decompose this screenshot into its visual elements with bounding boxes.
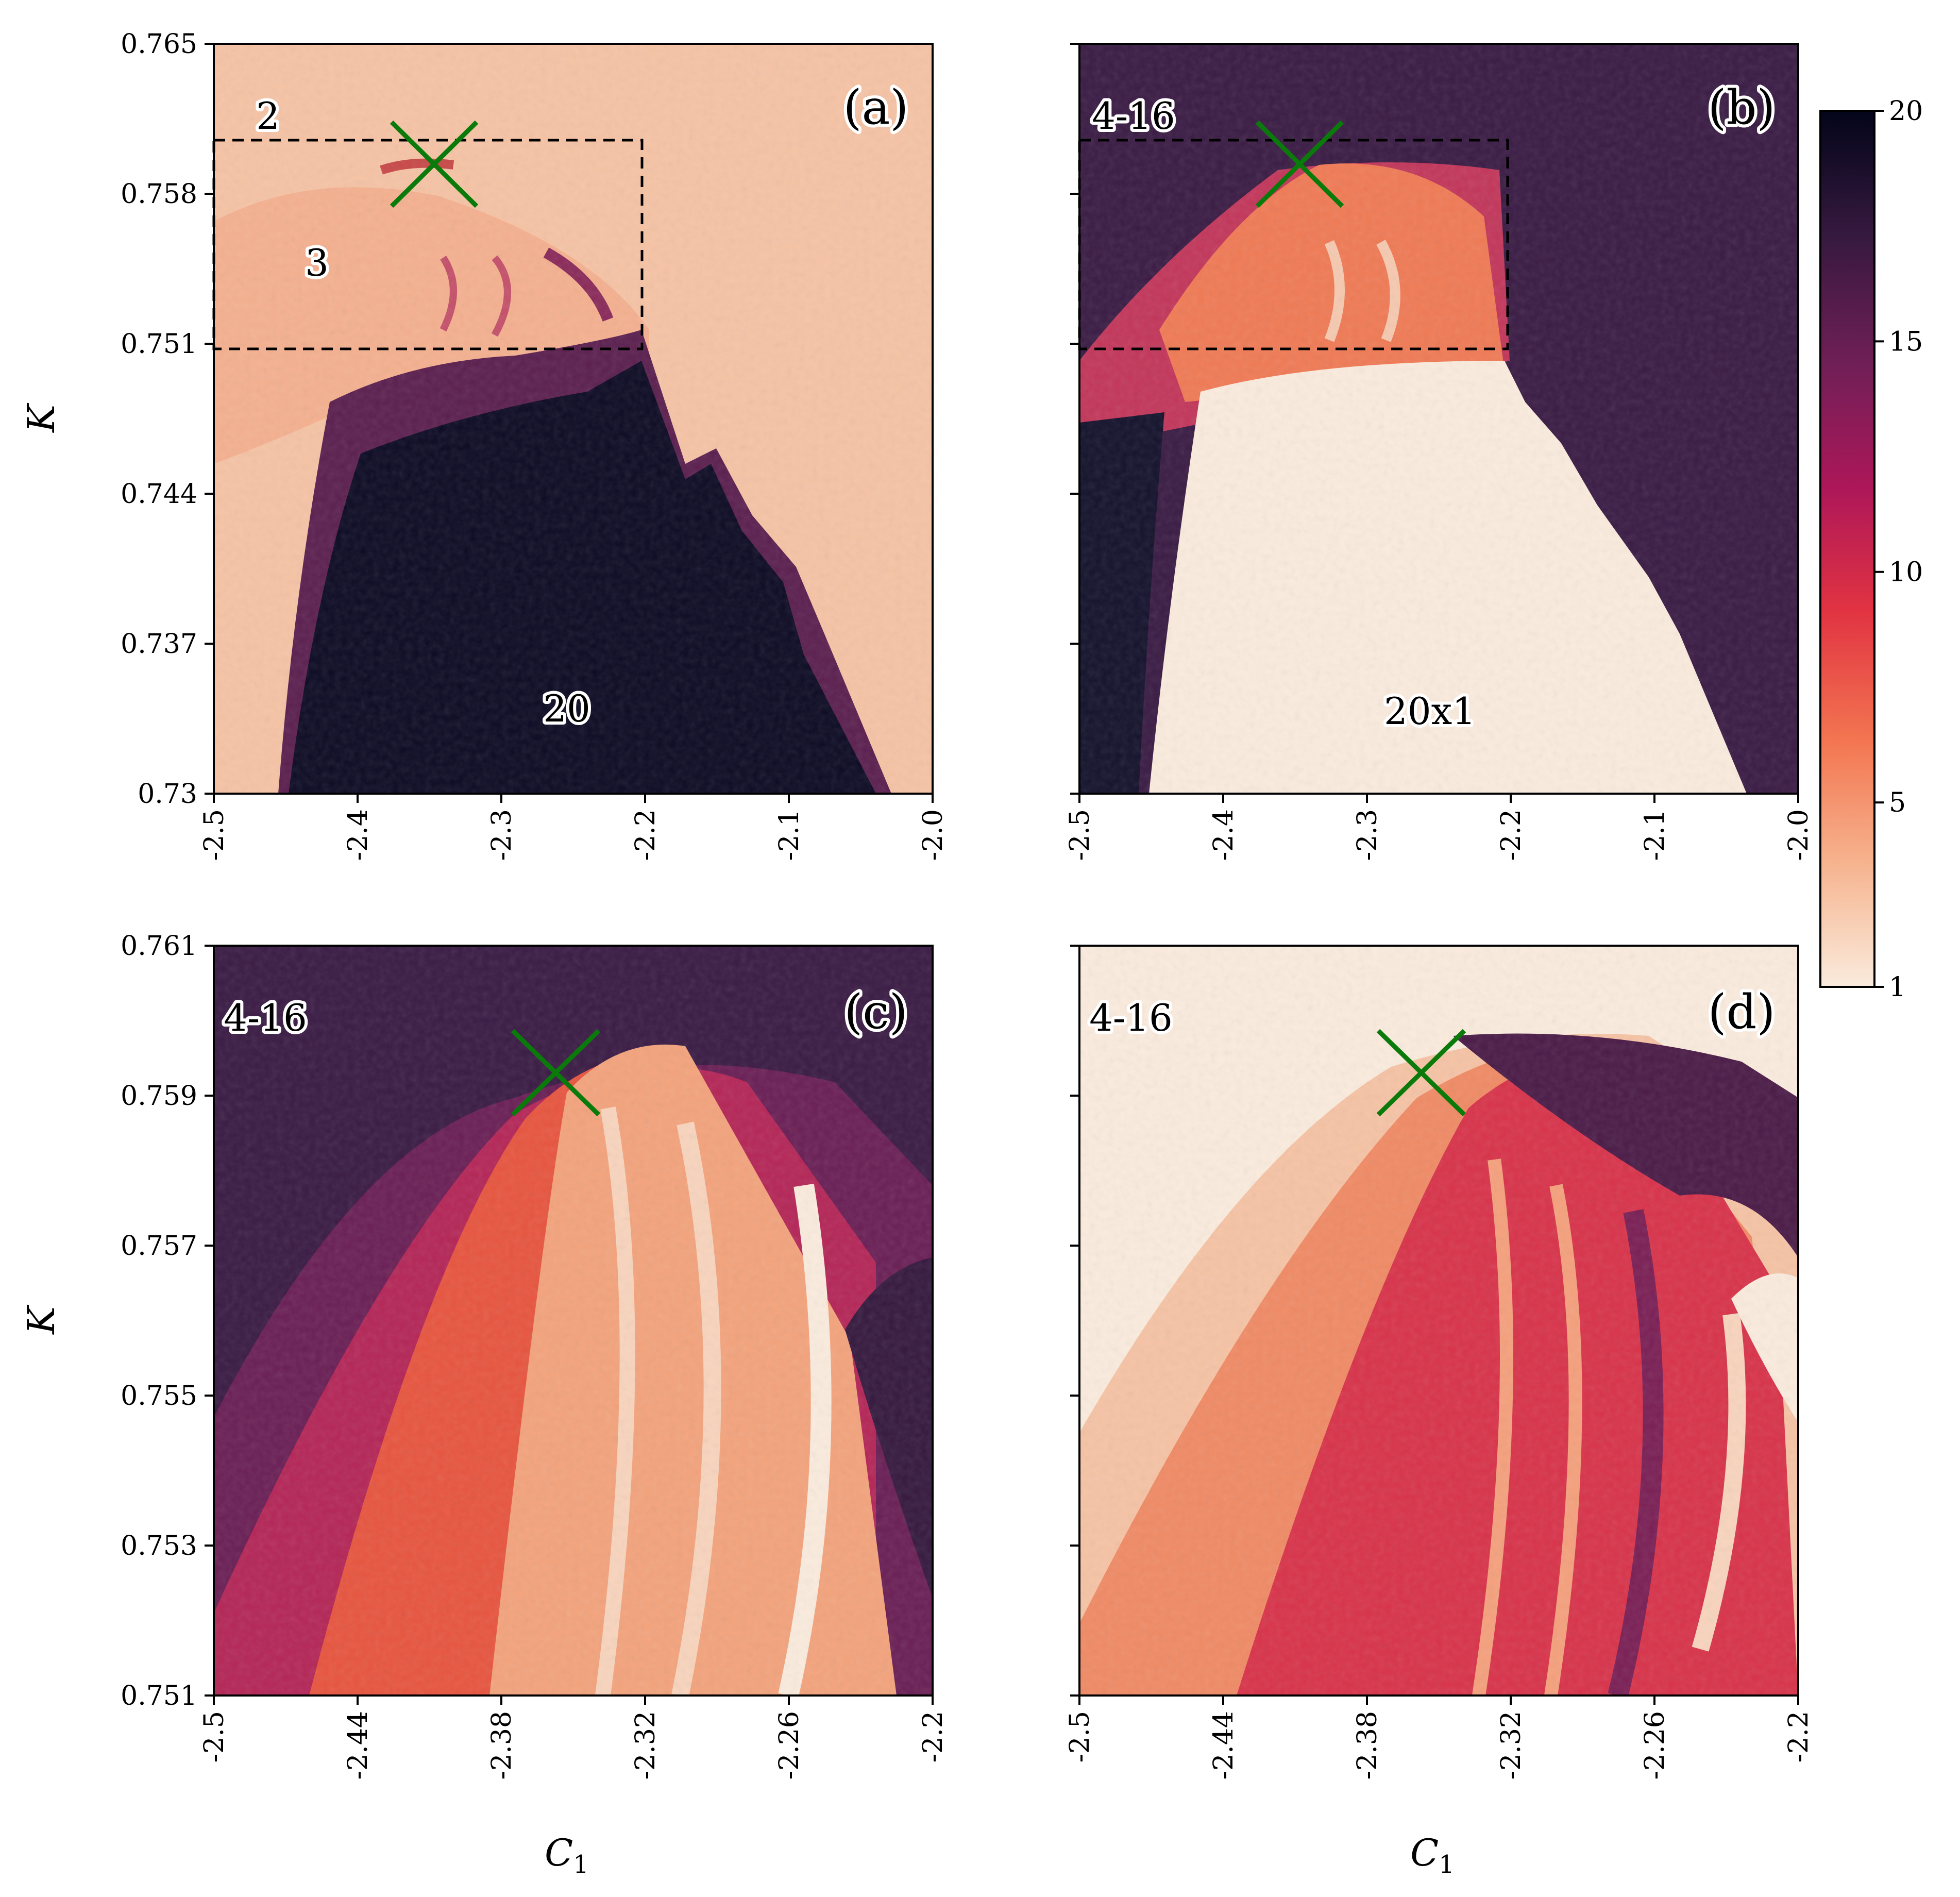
panel-a: (a) 2 3 20 -2.5 -2.4 -2.3 -2.2 -2.1 -2.0 0.73…	[20, 29, 949, 861]
zoom-region-box	[1078, 139, 1509, 350]
panel-c-heatmap	[214, 946, 933, 1695]
colorbar-tick-label: 20	[1889, 96, 1923, 127]
x-tick-label: -2.26	[1640, 1711, 1670, 1780]
x-axis: -2.5 -2.44 -2.38 -2.32 -2.26 -2.2	[199, 1695, 949, 1780]
panel-c: (c) 4-16 -2.5 -2.44 -2.38 -2.32 -2.26 -2.2 0.…	[20, 931, 949, 1879]
x-tick-label: -2.0	[1783, 809, 1814, 861]
panel-b: (b) 4-16 20x1 -2.5 -2.4 -2.3 -2.2 -2.1 -2.0	[1065, 43, 1814, 861]
region-label: 20	[543, 687, 590, 730]
panel-c-tag: (c)	[844, 984, 907, 1039]
y-tick-label: 0.737	[121, 629, 197, 660]
x-tick-label: -2.44	[343, 1711, 374, 1780]
panel-d-tag: (d)	[1708, 984, 1776, 1039]
y-tick-label: 0.758	[121, 179, 197, 210]
x-tick-label: -2.32	[630, 1711, 661, 1780]
y-axis: 0.751 0.753 0.755 0.757 0.759 0.761	[121, 931, 214, 1711]
colorbar-tick-label: 5	[1889, 787, 1906, 818]
colorbar-gradient	[1819, 110, 1875, 988]
x-tick-label: -2.5	[1065, 809, 1095, 861]
panel-d: (d) 4-16 -2.5 -2.44 -2.38 -2.32 -2.26 -2.2 C1	[1065, 945, 1814, 1879]
x-tick-label: -2.2	[1496, 809, 1527, 861]
x-tick-label: -2.32	[1496, 1711, 1527, 1780]
y-tick-label: 0.757	[121, 1231, 197, 1262]
x-tick-label: -2.26	[774, 1711, 805, 1780]
x-axis: -2.5 -2.4 -2.3 -2.2 -2.1 -2.0	[199, 794, 949, 861]
x-axis: -2.5 -2.4 -2.3 -2.2 -2.1 -2.0	[1065, 794, 1814, 861]
panel-b-frame	[1078, 43, 1799, 795]
x-tick-label: -2.3	[1352, 809, 1383, 861]
panel-d-heatmap	[1079, 946, 1798, 1695]
y-tick-label: 0.759	[121, 1081, 197, 1112]
x-axis-label: C1	[545, 1831, 589, 1879]
region-label: 4-16	[1089, 996, 1173, 1039]
region-label: 4-16	[224, 996, 307, 1039]
critical-point-marker	[1255, 120, 1344, 208]
y-axis	[1070, 945, 1079, 1697]
x-tick-label: -2.2	[1783, 1711, 1814, 1762]
region-label: 3	[305, 241, 329, 284]
y-tick-label: 0.751	[121, 329, 197, 360]
y-tick-label: 0.761	[121, 931, 197, 962]
panel-b-tag: (b)	[1708, 80, 1776, 135]
heatmap-grain	[1079, 44, 1798, 794]
zoom-region-box	[212, 139, 644, 350]
y-tick-label: 0.744	[121, 479, 197, 510]
y-tick-label: 0.753	[121, 1531, 197, 1562]
x-tick-label: -2.5	[1065, 1711, 1095, 1762]
y-tick-label: 0.73	[138, 779, 197, 810]
panel-b-heatmap	[1079, 44, 1798, 794]
colorbar-tick-label: 15	[1889, 326, 1923, 357]
x-tick-label: -2.5	[199, 1711, 230, 1762]
x-axis-label: C1	[1410, 1831, 1455, 1879]
x-tick-label: -2.38	[486, 1711, 517, 1780]
region-label: 2	[256, 94, 280, 138]
x-axis: -2.5 -2.44 -2.38 -2.32 -2.26 -2.2	[1065, 1695, 1814, 1780]
panel-d-frame	[1078, 945, 1799, 1697]
x-tick-label: -2.5	[199, 809, 230, 861]
x-tick-label: -2.4	[343, 809, 374, 861]
critical-point-marker	[390, 120, 479, 208]
x-tick-label: -2.2	[918, 1711, 949, 1762]
y-tick-label: 0.751	[121, 1681, 197, 1711]
x-tick-label: -2.38	[1352, 1711, 1383, 1780]
x-tick-label: -2.44	[1208, 1711, 1239, 1780]
region-label: 20x1	[1384, 690, 1476, 733]
colorbar-tick-label: 10	[1889, 557, 1923, 588]
y-tick-label: 0.765	[121, 29, 197, 60]
x-tick-label: -2.2	[630, 809, 661, 861]
x-tick-label: -2.3	[486, 809, 517, 861]
y-axis: 0.73 0.737 0.744 0.751 0.758 0.765	[121, 29, 214, 810]
panel-c-frame	[213, 945, 934, 1697]
y-axis-label: K	[20, 402, 63, 433]
heatmap-grain	[1079, 946, 1798, 1695]
heatmap-grain	[214, 44, 933, 794]
x-tick-label: -2.0	[918, 809, 949, 861]
region-label: 4-16	[1092, 94, 1175, 138]
colorbar-tick-label: 1	[1889, 972, 1906, 1003]
panel-a-frame	[213, 43, 934, 795]
x-tick-label: -2.4	[1208, 809, 1239, 861]
panel-a-heatmap	[214, 44, 933, 794]
y-axis	[1070, 43, 1079, 795]
y-axis-label: K	[20, 1304, 63, 1335]
heatmap-grain	[214, 946, 933, 1695]
y-tick-label: 0.755	[121, 1381, 197, 1412]
panel-a-tag: (a)	[843, 80, 909, 135]
x-tick-label: -2.1	[1640, 809, 1670, 861]
critical-point-marker	[1376, 1029, 1466, 1117]
x-tick-label: -2.1	[774, 809, 805, 861]
critical-point-marker	[511, 1029, 601, 1117]
